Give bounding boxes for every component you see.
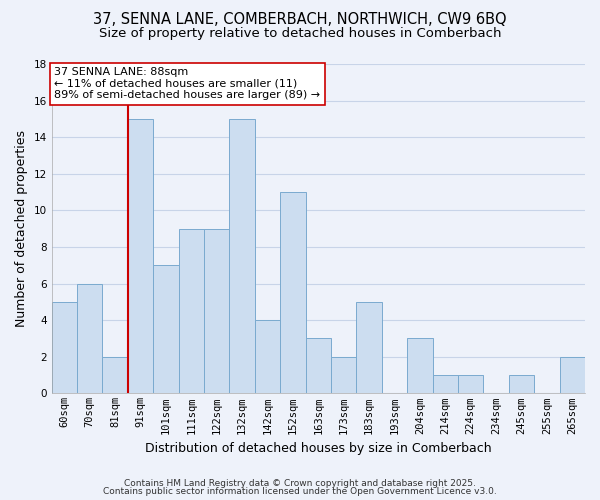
Bar	[153, 266, 179, 394]
Bar	[52, 302, 77, 394]
Bar	[458, 375, 484, 394]
Bar	[128, 119, 153, 394]
Bar	[305, 338, 331, 394]
Bar	[77, 284, 103, 394]
Bar	[229, 119, 255, 394]
Y-axis label: Number of detached properties: Number of detached properties	[15, 130, 28, 327]
Text: Contains public sector information licensed under the Open Government Licence v3: Contains public sector information licen…	[103, 487, 497, 496]
Text: Contains HM Land Registry data © Crown copyright and database right 2025.: Contains HM Land Registry data © Crown c…	[124, 478, 476, 488]
Bar	[356, 302, 382, 394]
Bar	[280, 192, 305, 394]
Bar	[204, 228, 229, 394]
Text: Size of property relative to detached houses in Comberbach: Size of property relative to detached ho…	[99, 28, 501, 40]
Bar	[255, 320, 280, 394]
Bar	[433, 375, 458, 394]
Bar	[103, 357, 128, 394]
Bar	[560, 357, 585, 394]
Text: 37, SENNA LANE, COMBERBACH, NORTHWICH, CW9 6BQ: 37, SENNA LANE, COMBERBACH, NORTHWICH, C…	[93, 12, 507, 28]
Bar	[179, 228, 204, 394]
X-axis label: Distribution of detached houses by size in Comberbach: Distribution of detached houses by size …	[145, 442, 491, 455]
Bar	[407, 338, 433, 394]
Bar	[331, 357, 356, 394]
Text: 37 SENNA LANE: 88sqm
← 11% of detached houses are smaller (11)
89% of semi-detac: 37 SENNA LANE: 88sqm ← 11% of detached h…	[55, 68, 320, 100]
Bar	[509, 375, 534, 394]
